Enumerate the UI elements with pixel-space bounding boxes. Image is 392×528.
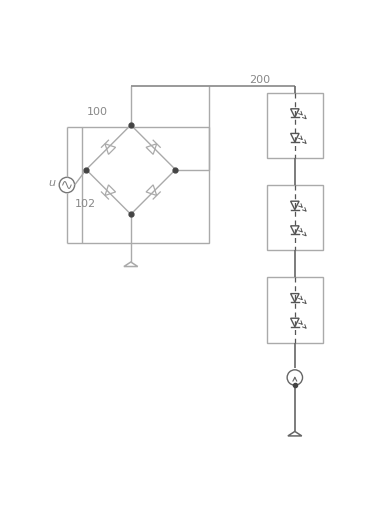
Bar xyxy=(267,92,323,158)
Text: 102: 102 xyxy=(74,199,96,209)
Text: u: u xyxy=(48,178,55,188)
Bar xyxy=(267,277,323,343)
Bar xyxy=(82,127,209,243)
Text: 100: 100 xyxy=(87,107,108,117)
Text: 200: 200 xyxy=(249,75,270,85)
Bar xyxy=(267,185,323,250)
